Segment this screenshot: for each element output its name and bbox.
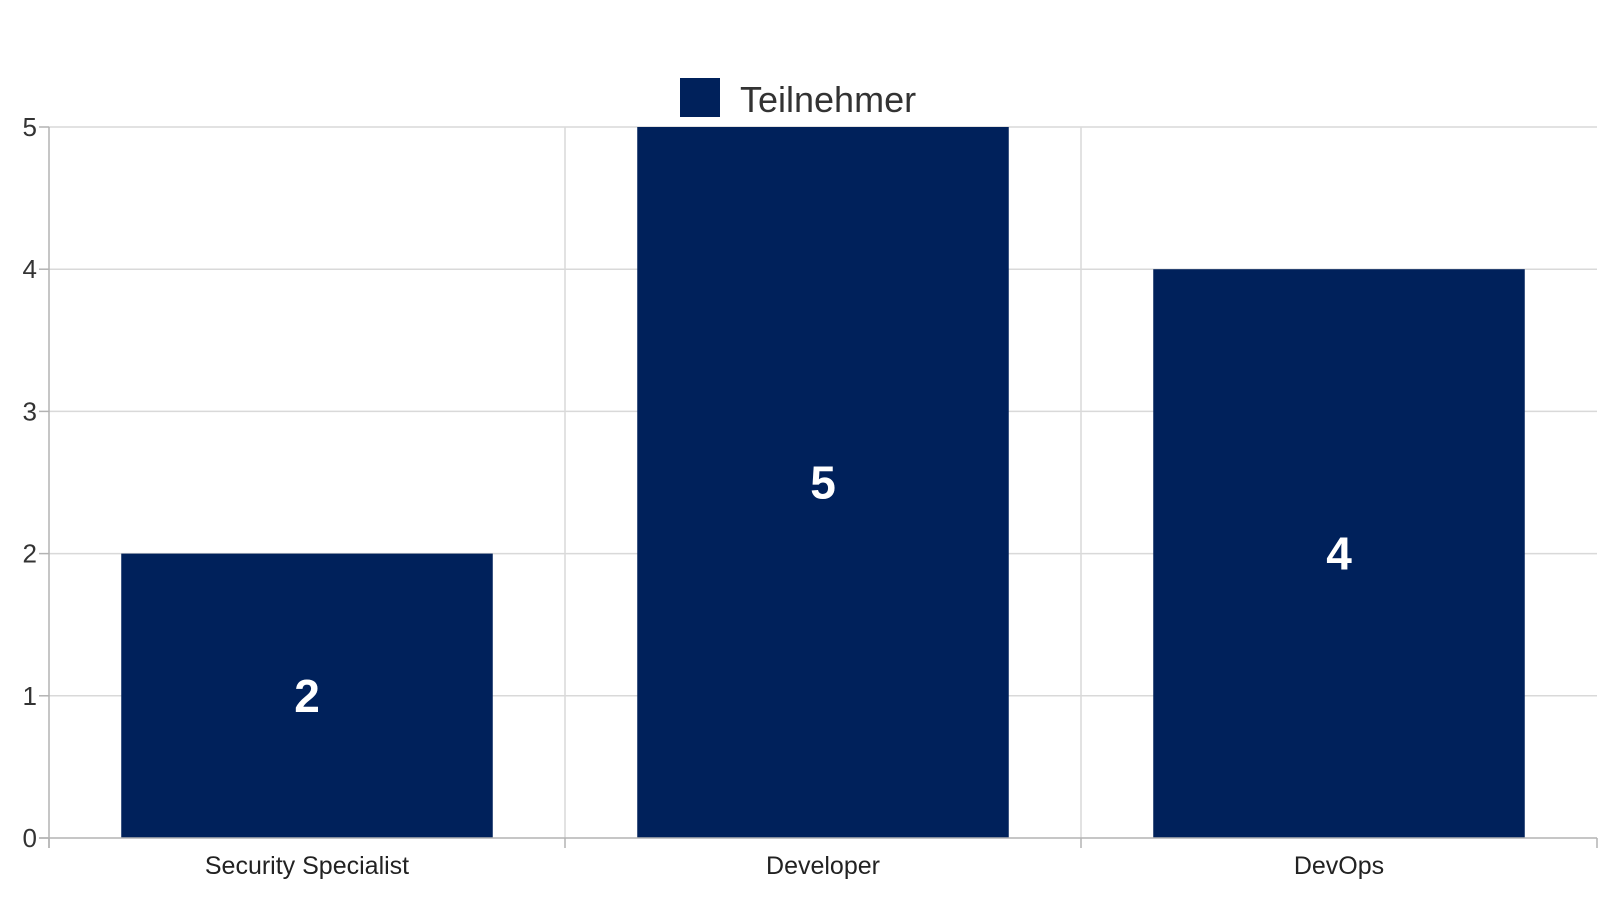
y-tick-label-1: 1 <box>23 681 37 711</box>
y-tick-label-5: 5 <box>23 112 37 142</box>
data-label-devops: 4 <box>1326 528 1352 580</box>
bars: 2 5 4 <box>121 127 1525 838</box>
data-label-developer: 5 <box>810 457 836 509</box>
bar-developer <box>637 127 1009 838</box>
x-tick-label-security-specialist: Security Specialist <box>205 852 409 880</box>
legend: Teilnehmer <box>680 78 916 120</box>
y-tick-label-0: 0 <box>23 823 37 853</box>
y-tick-label-4: 4 <box>23 254 37 284</box>
bar-security-specialist <box>121 553 493 838</box>
x-tick-label-developer: Developer <box>766 852 880 880</box>
data-label-security-specialist: 2 <box>294 670 320 722</box>
y-tick-label-2: 2 <box>23 539 37 569</box>
y-tick-label-3: 3 <box>23 396 37 426</box>
bar-devops <box>1153 269 1525 838</box>
legend-label-teilnehmer: Teilnehmer <box>740 79 916 120</box>
x-tick-label-devops: DevOps <box>1294 852 1384 880</box>
legend-swatch-teilnehmer <box>680 78 720 117</box>
axes: 0 1 2 3 4 5 Security Specialist Developer DevOps <box>23 112 1598 880</box>
